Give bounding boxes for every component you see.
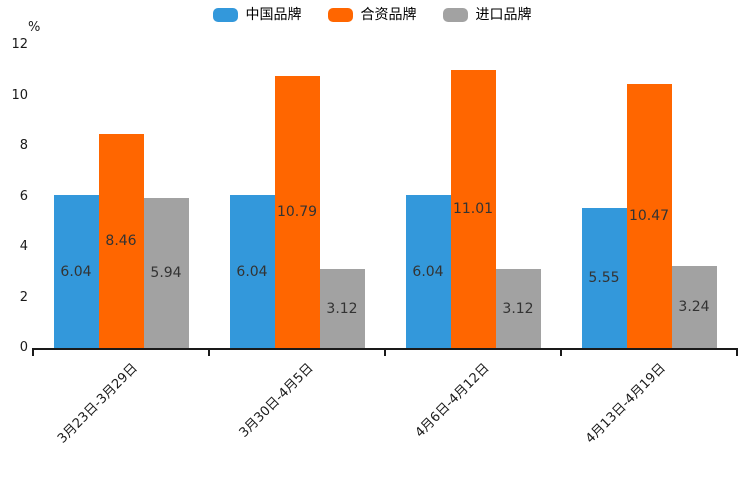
legend-swatch-icon xyxy=(327,8,353,22)
bar xyxy=(450,69,496,348)
legend-label: 中国品牌 xyxy=(245,7,302,23)
legend-item: 中国品牌 xyxy=(212,7,302,23)
y-tick-label: 0 xyxy=(19,340,28,355)
legend-swatch-icon xyxy=(442,8,468,22)
x-category-label: 3月23日-3月29日 xyxy=(54,360,141,447)
bar-value-label: 11.01 xyxy=(452,200,494,217)
bar xyxy=(229,195,275,348)
bar xyxy=(626,83,672,348)
bar-value-label: 3.12 xyxy=(502,300,534,317)
bar-value-label: 6.04 xyxy=(412,263,444,280)
y-tick-label: 6 xyxy=(19,188,28,204)
legend-item: 进口品牌 xyxy=(442,7,532,23)
bar-value-label: 6.04 xyxy=(60,263,92,280)
bar-value-label: 3.12 xyxy=(326,300,358,317)
legend: 中国品牌 合资品牌 进口品牌 xyxy=(0,8,744,22)
bar-value-label: 10.79 xyxy=(276,203,318,220)
bar xyxy=(495,269,541,348)
bar xyxy=(581,207,627,348)
legend-label: 合资品牌 xyxy=(360,7,417,23)
x-category-label: 4月6日-4月12日 xyxy=(412,360,493,441)
legend-label: 进口品牌 xyxy=(475,7,532,23)
bar-value-label: 3.24 xyxy=(678,299,710,316)
y-tick-label: 8 xyxy=(19,138,28,153)
bar xyxy=(405,195,451,348)
bar-value-label: 5.55 xyxy=(588,269,620,286)
y-axis-unit-label: % xyxy=(28,20,41,35)
x-tick-mark xyxy=(208,348,210,356)
x-tick-mark xyxy=(560,348,562,356)
x-category-label: 3月30日-4月5日 xyxy=(236,360,317,441)
bar xyxy=(274,75,320,348)
x-tick-mark xyxy=(736,348,738,356)
bar xyxy=(53,195,99,348)
legend-swatch-icon xyxy=(212,8,238,22)
bar-value-label: 5.94 xyxy=(150,265,182,281)
x-tick-mark xyxy=(384,348,386,356)
y-tick-label: 10 xyxy=(11,87,28,103)
x-category-label: 4月13日-4月19日 xyxy=(582,360,669,447)
x-tick-mark xyxy=(32,348,34,356)
bar-value-label: 6.04 xyxy=(236,263,268,280)
bar-value-label: 8.46 xyxy=(105,233,137,250)
y-tick-label: 2 xyxy=(19,289,28,305)
legend-item: 合资品牌 xyxy=(327,7,417,23)
bar-value-label: 10.47 xyxy=(628,207,670,224)
y-tick-label: 4 xyxy=(19,239,28,254)
bar xyxy=(98,134,144,348)
y-tick-label: 12 xyxy=(11,37,28,52)
bar xyxy=(143,198,189,348)
bar xyxy=(319,269,365,348)
bar xyxy=(671,266,717,348)
